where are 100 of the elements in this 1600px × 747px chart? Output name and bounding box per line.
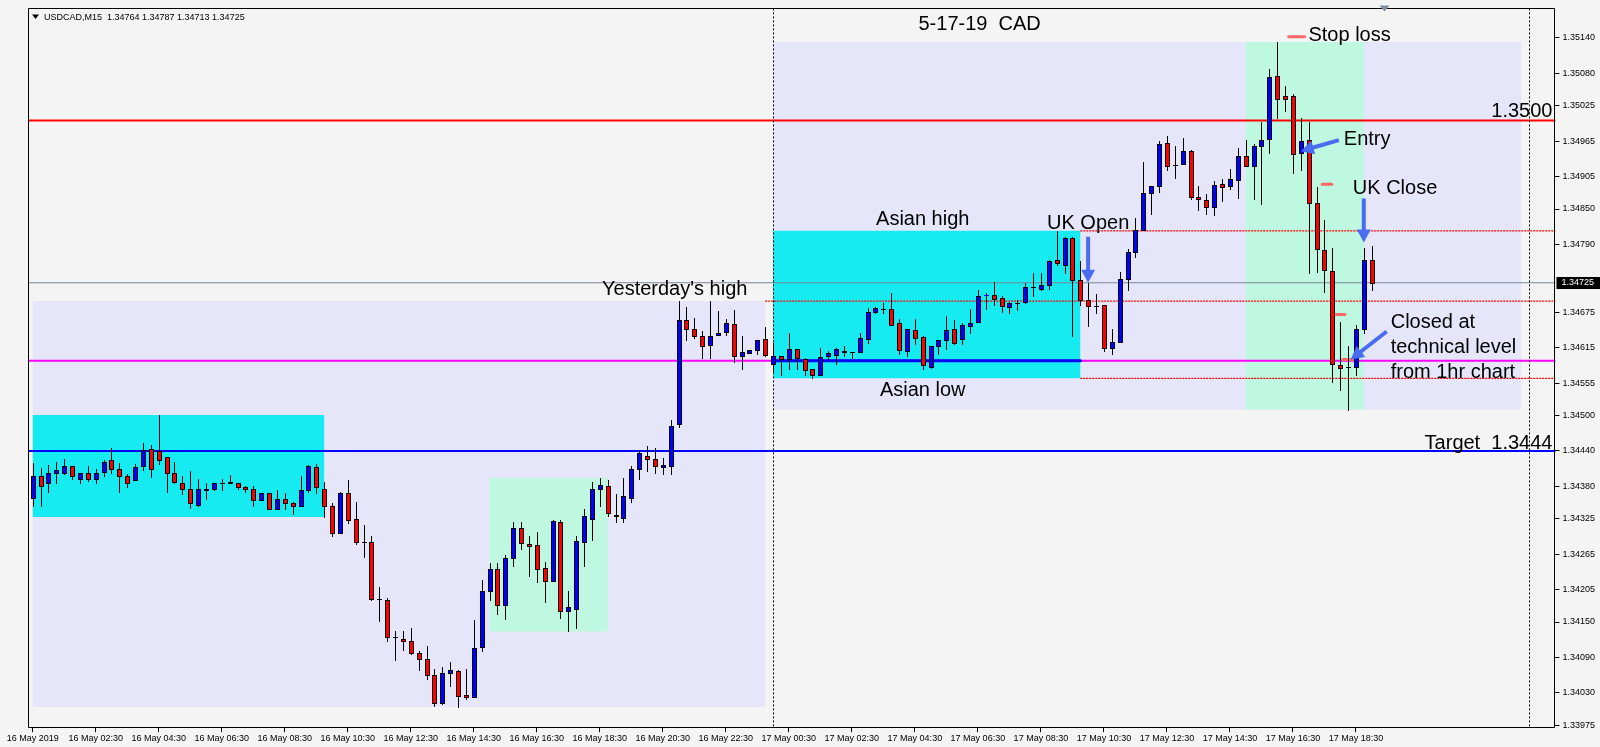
y-tick-label: 1.34205: [1562, 584, 1596, 595]
candlestick: [763, 326, 768, 358]
candlestick: [880, 302, 887, 315]
annotation: Entry: [1343, 127, 1391, 150]
candlestick: [535, 531, 540, 584]
candlestick: [921, 335, 926, 371]
y-tick-label: 1.33975: [1562, 719, 1596, 730]
candlestick: [897, 318, 902, 356]
candlestick: [54, 461, 59, 485]
candlestick: [1047, 259, 1052, 291]
candlestick: [440, 666, 445, 706]
candlestick: [39, 467, 44, 508]
candlestick: [503, 554, 508, 621]
candlestick: [188, 470, 193, 510]
candlestick: [1102, 304, 1107, 353]
candlestick: [46, 464, 51, 494]
candlestick: [495, 562, 500, 616]
candlestick: [645, 445, 650, 473]
annotation: UK Close: [1352, 175, 1438, 198]
candlestick: [1259, 121, 1264, 206]
x-tick-label: 17 May 02:30: [824, 733, 880, 744]
candlestick: [582, 508, 587, 568]
candlestick: [354, 501, 359, 546]
candlestick: [590, 481, 595, 542]
candlestick: [392, 630, 399, 662]
x-tick-label: 16 May 10:30: [320, 733, 376, 744]
candlestick: [361, 524, 368, 559]
y-tick-label: 1.34555: [1562, 377, 1596, 388]
x-tick-label: 17 May 00:30: [761, 733, 817, 744]
candlestick: [708, 300, 713, 360]
candlestick: [543, 561, 548, 604]
annotation: Closed at technical level from 1hr chart: [1390, 310, 1517, 383]
candlestick: [165, 456, 170, 494]
y-tick-label: 1.34325: [1562, 513, 1596, 524]
candlestick: [621, 477, 626, 524]
y-tick-label: 1.34965: [1562, 135, 1596, 146]
candlestick: [1063, 236, 1068, 275]
x-tick-label: 16 May 12:30: [383, 733, 439, 744]
x-tick-label: 17 May 08:30: [1013, 733, 1069, 744]
x-tick-label: 17 May 12:30: [1139, 733, 1195, 744]
ref-line-label: Target 1.3444: [1424, 430, 1553, 453]
x-tick-label: 17 May 16:30: [1265, 733, 1321, 744]
candlestick: [275, 489, 280, 511]
candlestick: [346, 479, 351, 525]
x-tick-label: 16 May 06:30: [194, 733, 250, 744]
candlestick: [1149, 185, 1154, 216]
candlestick: [464, 668, 469, 701]
candlestick: [1212, 180, 1217, 217]
candlestick: [858, 332, 863, 354]
x-tick-label: 16 May 18:30: [572, 733, 628, 744]
candlestick: [417, 650, 422, 672]
candlestick: [960, 322, 965, 346]
candlestick: [653, 447, 658, 475]
y-tick-label: 1.35080: [1562, 67, 1596, 78]
y-tick-label: 1.35025: [1562, 100, 1596, 111]
candlestick: [322, 481, 327, 519]
candlestick: [306, 464, 311, 494]
candlestick: [1244, 139, 1249, 168]
ref-line-label: 1.34725: [1561, 277, 1595, 288]
candlestick: [1030, 272, 1037, 298]
x-tick-label: 17 May 14:30: [1202, 733, 1258, 744]
candlestick: [1267, 68, 1272, 155]
candlestick: [172, 461, 177, 485]
x-tick-label: 17 May 10:30: [1076, 733, 1132, 744]
candlestick: [385, 597, 390, 643]
candlestick: [409, 627, 414, 656]
y-tick-label: 1.34150: [1562, 616, 1596, 627]
candlestick: [684, 306, 689, 342]
candlestick: [1189, 149, 1194, 201]
candlestick: [1362, 247, 1367, 335]
candlestick: [1165, 135, 1170, 172]
candlestick: [1014, 299, 1021, 312]
candlestick: [488, 562, 493, 602]
candlestick: [913, 318, 918, 346]
candlestick: [558, 519, 563, 620]
x-tick-label: 17 May 06:30: [950, 733, 1006, 744]
y-tick-label: 1.34675: [1562, 306, 1596, 317]
candlestick: [1126, 248, 1131, 292]
candlestick: [1228, 168, 1233, 191]
candlestick: [905, 328, 910, 358]
candlestick: [31, 462, 36, 508]
y-tick-label: 1.34380: [1562, 480, 1596, 491]
x-tick-label: 16 May 20:30: [635, 733, 691, 744]
candlestick: [566, 590, 571, 633]
candlestick: [1023, 282, 1028, 305]
y-tick-label: 1.35140: [1562, 32, 1596, 43]
candlestick: [1055, 230, 1060, 267]
candlestick: [976, 289, 981, 324]
candlestick: [432, 668, 437, 708]
candlestick: [700, 330, 705, 360]
candlestick: [251, 485, 256, 508]
candlestick: [369, 535, 374, 602]
x-tick-label: 16 May 14:30: [446, 733, 502, 744]
candlestick: [109, 447, 114, 475]
x-tick-label: 16 May 2019: [6, 733, 59, 744]
y-tick-label: 1.34500: [1562, 409, 1596, 420]
candlestick: [180, 475, 185, 496]
candlestick: [1172, 145, 1179, 180]
candlestick: [196, 478, 201, 508]
candlestick: [795, 348, 800, 371]
